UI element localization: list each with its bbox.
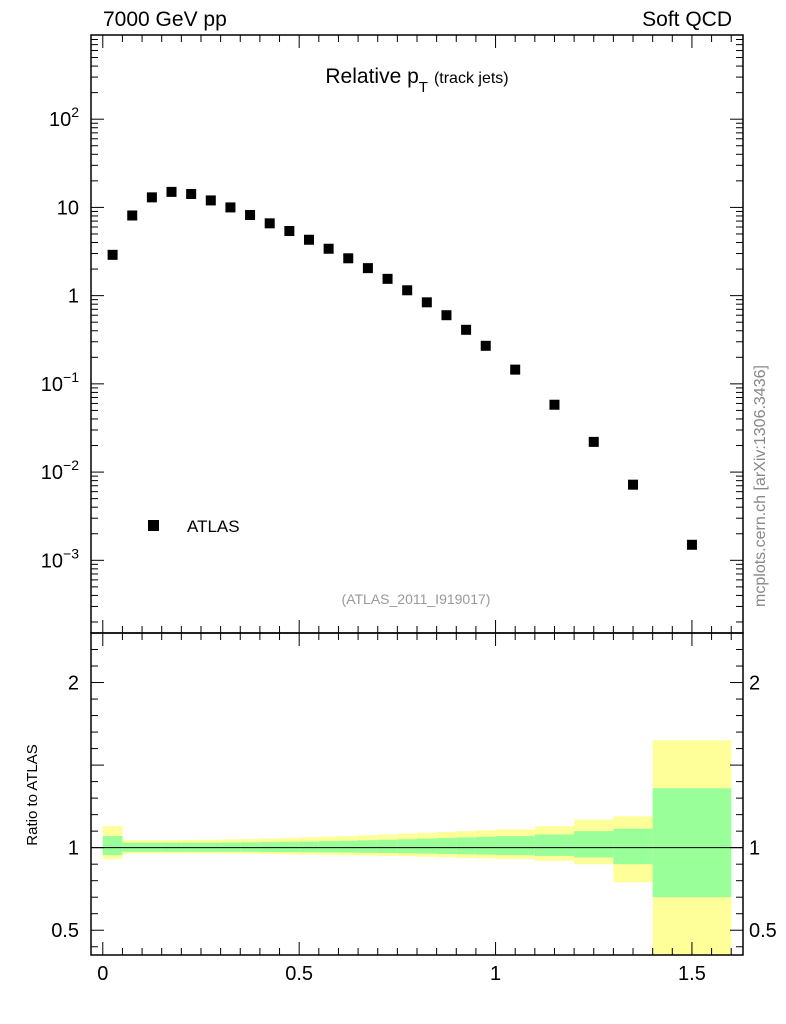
band-inner-0 — [102, 836, 123, 856]
y-tick-exponent: 2 — [71, 104, 79, 120]
ratio-y-tick-label-right: 0.5 — [749, 920, 777, 942]
y-tick-label: 10−2 — [41, 457, 79, 484]
data-point — [205, 195, 216, 206]
data-point — [461, 324, 472, 335]
band-inner-17 — [436, 838, 457, 854]
chart-title: Relative pT (track jets) — [325, 65, 508, 96]
legend-marker — [148, 520, 159, 531]
x-tick-label: 0.5 — [285, 963, 313, 985]
y-tick-label: 1 — [68, 286, 79, 308]
band-inner-11 — [318, 841, 339, 853]
data-point — [225, 202, 236, 213]
title-suffix: (track jets) — [434, 70, 509, 87]
data-point — [284, 226, 295, 237]
band-inner-21 — [534, 834, 575, 856]
band-inner-10 — [299, 841, 319, 853]
ratio-y-tick-label-left: 2 — [68, 673, 79, 695]
header-left: 7000 GeV pp — [103, 8, 227, 31]
ratio-y-tick-label-left: 1 — [68, 838, 79, 860]
title-subscript: T — [419, 79, 428, 96]
ratio-ylabel: Ratio to ATLAS — [24, 744, 41, 845]
data-point — [510, 364, 521, 375]
data-point — [323, 243, 334, 254]
band-inner-20 — [495, 836, 535, 856]
band-inner-16 — [417, 838, 437, 854]
y-tick-exponent: −3 — [63, 545, 79, 561]
reference-label: (ATLAS_2011_I919017) — [342, 591, 491, 607]
data-point — [343, 253, 354, 264]
ratio-y-tick-labels: 0.5 0.5 1 1 2 2 — [51, 673, 777, 943]
band-inner-7 — [240, 842, 260, 852]
band-inner-23 — [613, 828, 653, 865]
y-tick-mantissa: 10 — [41, 374, 63, 396]
band-inner-22 — [574, 831, 614, 858]
data-point — [441, 310, 452, 321]
y-tick-mantissa: 10 — [49, 109, 71, 131]
side-label: mcplots.cern.ch [arXiv:1306.3436] — [752, 365, 769, 607]
data-point — [303, 234, 314, 245]
x-tick-label: 1.5 — [678, 963, 706, 985]
band-inner-15 — [397, 839, 417, 854]
data-point — [402, 285, 413, 296]
ratio-y-tick-label-right: 2 — [749, 673, 760, 695]
x-tick-label: 0 — [97, 963, 108, 985]
ratio-frame — [90, 632, 744, 956]
x-tick-label: 1 — [490, 963, 501, 985]
y-tick-label: 102 — [49, 104, 79, 131]
header-right: Soft QCD — [642, 8, 732, 31]
data-point — [127, 210, 138, 221]
data-point — [362, 263, 373, 274]
data-points — [107, 186, 697, 550]
ratio-y-tick-label-right: 1 — [749, 838, 760, 860]
main-ticks — [91, 34, 743, 633]
x-tick-labels: 0 0.5 1 1.5 — [97, 963, 706, 985]
data-point — [588, 436, 599, 447]
ratio-ticks — [91, 633, 743, 955]
data-point — [480, 340, 491, 351]
main-frame — [90, 34, 744, 634]
band-inner-9 — [279, 841, 300, 853]
data-point — [166, 186, 177, 197]
band-inner-12 — [338, 840, 359, 853]
band-inner-18 — [456, 837, 476, 855]
y-tick-exponent: −2 — [63, 457, 79, 473]
data-point — [382, 273, 393, 284]
data-point — [245, 210, 256, 221]
band-inner-19 — [475, 836, 496, 855]
data-point — [186, 188, 197, 199]
ratio-y-tick-label-left: 0.5 — [51, 920, 79, 942]
y-tick-label: 10 — [57, 197, 79, 219]
data-point — [686, 539, 697, 550]
data-point — [421, 297, 432, 308]
data-point — [549, 399, 560, 410]
data-point — [107, 249, 118, 260]
band-inner-14 — [377, 839, 398, 853]
data-point — [146, 192, 157, 203]
y-tick-mantissa: 10 — [41, 462, 63, 484]
title-main: Relative p — [325, 65, 418, 88]
legend-label: ATLAS — [187, 517, 240, 536]
band-inner-24 — [652, 788, 732, 898]
data-point — [264, 218, 275, 229]
data-point — [628, 479, 639, 490]
y-tick-label: 10−1 — [41, 369, 79, 396]
y-tick-mantissa: 10 — [41, 550, 63, 572]
band-inner-13 — [358, 840, 378, 853]
y-tick-exponent: −1 — [63, 369, 79, 385]
band-inner-8 — [259, 842, 280, 852]
y-tick-label: 10−3 — [41, 545, 79, 572]
